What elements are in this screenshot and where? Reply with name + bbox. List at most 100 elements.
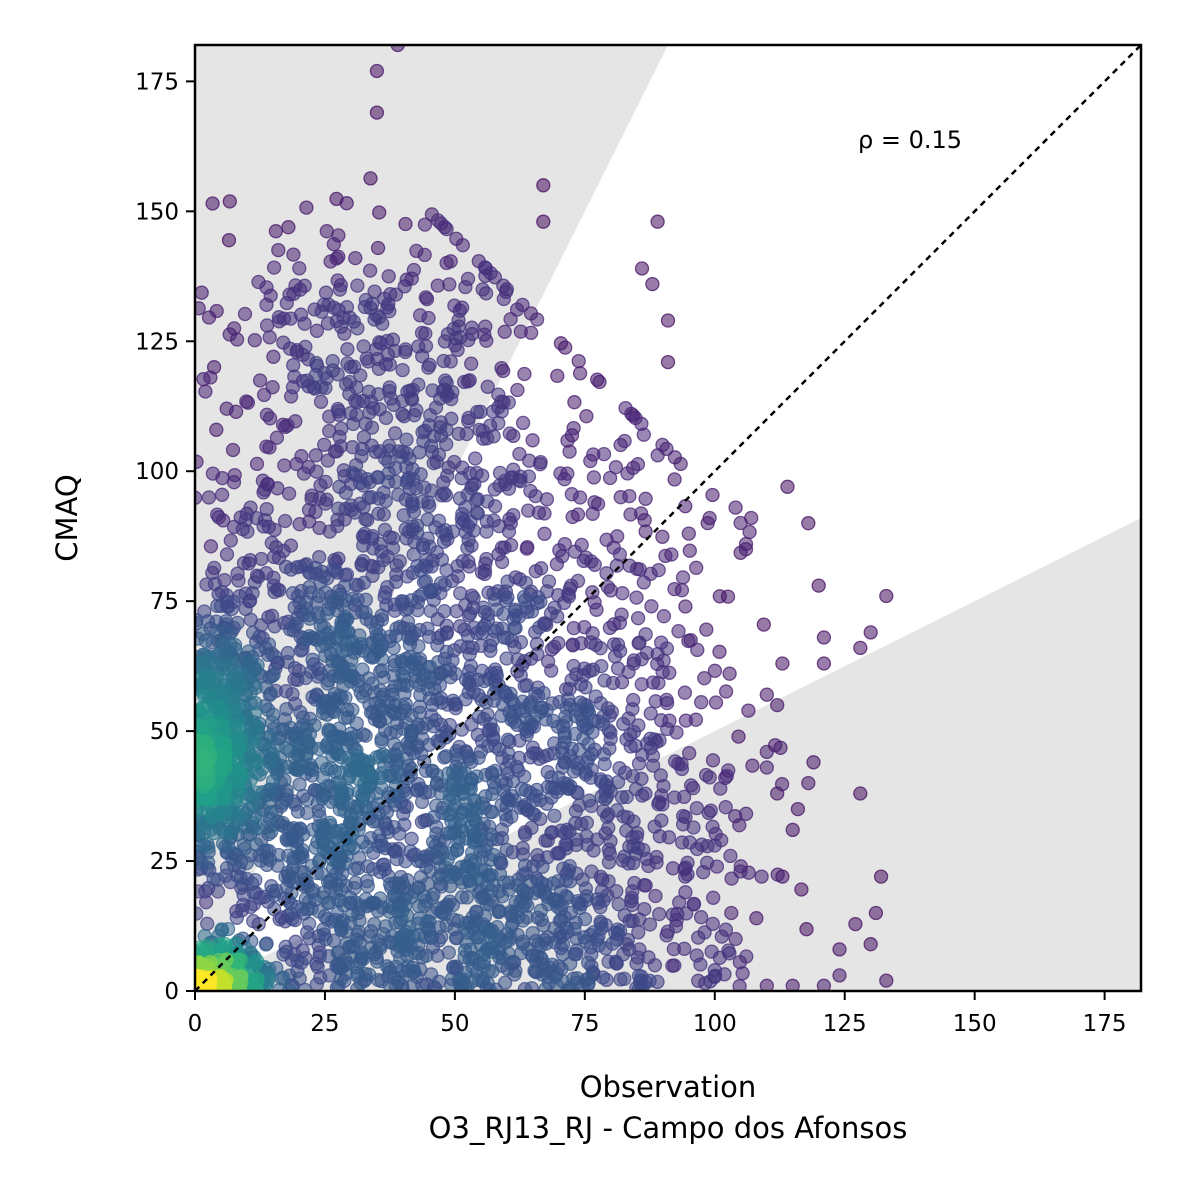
- data-point: [299, 200, 314, 215]
- data-point: [832, 942, 847, 957]
- data-point: [468, 451, 483, 466]
- y-axis-ticks: 0 25 50 75 100 125 150 175: [135, 69, 195, 1005]
- data-point: [701, 805, 716, 821]
- data-point: [594, 658, 609, 674]
- data-point: [362, 697, 377, 712]
- data-point: [271, 242, 286, 258]
- data-point: [464, 974, 480, 989]
- data-point: [292, 777, 307, 792]
- data-point: [497, 540, 512, 555]
- data-point: [595, 716, 611, 732]
- data-point: [533, 938, 549, 953]
- data-point: [458, 279, 473, 295]
- data-point: [264, 715, 280, 730]
- data-point: [722, 946, 737, 961]
- data-point: [480, 379, 495, 394]
- data-point: [372, 749, 388, 764]
- data-point: [519, 541, 534, 556]
- data-point: [198, 384, 213, 399]
- data-point: [264, 535, 279, 551]
- data-point: [559, 920, 574, 935]
- data-point: [281, 220, 296, 235]
- y-tick-label: 125: [135, 329, 179, 355]
- data-point: [247, 575, 262, 590]
- data-point: [501, 524, 517, 539]
- data-point: [576, 731, 591, 746]
- data-point: [278, 419, 293, 435]
- data-point: [610, 661, 626, 676]
- data-point: [770, 867, 785, 882]
- data-point: [358, 683, 373, 698]
- data-point: [205, 466, 221, 481]
- data-point: [774, 777, 790, 792]
- data-point: [382, 304, 397, 319]
- data-point: [555, 549, 570, 564]
- data-point: [422, 418, 437, 433]
- data-point: [648, 888, 663, 904]
- data-point: [332, 429, 347, 445]
- data-point: [625, 913, 640, 929]
- data-point: [504, 709, 520, 724]
- data-point: [423, 603, 438, 619]
- data-point: [651, 797, 666, 812]
- data-point: [404, 493, 420, 509]
- data-point: [517, 593, 533, 608]
- data-point: [270, 481, 285, 496]
- data-point: [454, 471, 469, 486]
- x-tick-label: 100: [693, 1011, 737, 1037]
- data-point: [617, 433, 632, 449]
- data-point: [707, 663, 723, 678]
- data-point: [705, 916, 720, 932]
- data-point: [718, 684, 734, 699]
- data-point: [352, 954, 368, 969]
- data-point: [645, 758, 661, 773]
- data-point: [513, 324, 528, 339]
- data-point: [693, 910, 709, 925]
- data-point: [610, 529, 625, 544]
- data-point: [404, 889, 419, 905]
- data-point: [656, 609, 672, 624]
- data-point: [396, 409, 412, 424]
- data-point: [313, 394, 329, 409]
- data-point: [498, 593, 514, 608]
- data-point: [239, 394, 254, 409]
- data-point: [498, 284, 514, 299]
- data-point: [236, 555, 252, 571]
- data-point: [720, 589, 736, 604]
- data-point: [260, 647, 276, 662]
- data-point: [728, 931, 743, 947]
- data-point: [680, 855, 695, 870]
- data-point: [441, 766, 456, 781]
- data-point: [382, 876, 398, 892]
- data-point: [671, 756, 686, 771]
- data-point: [627, 875, 642, 891]
- data-point: [697, 671, 712, 686]
- data-point: [302, 628, 317, 644]
- data-point: [438, 663, 453, 678]
- data-point: [619, 789, 634, 805]
- data-point: [523, 873, 538, 888]
- data-point: [609, 803, 625, 818]
- data-point: [327, 563, 342, 578]
- y-axis-title: CMAQ: [50, 474, 84, 561]
- data-point: [536, 214, 551, 229]
- data-point: [397, 279, 412, 294]
- data-point: [558, 340, 573, 355]
- data-point: [320, 453, 335, 468]
- data-point: [203, 539, 219, 554]
- data-point: [571, 353, 586, 369]
- data-point: [421, 360, 436, 375]
- data-point: [527, 807, 542, 822]
- data-point: [591, 895, 606, 910]
- data-point: [214, 487, 230, 502]
- data-point: [630, 611, 646, 626]
- data-point: [265, 773, 281, 789]
- data-point: [594, 921, 609, 936]
- data-point: [505, 470, 520, 485]
- data-point: [225, 442, 241, 458]
- data-point: [319, 371, 334, 386]
- data-point: [560, 433, 575, 448]
- data-point: [694, 695, 709, 710]
- data-point: [595, 970, 611, 985]
- data-point: [583, 453, 598, 469]
